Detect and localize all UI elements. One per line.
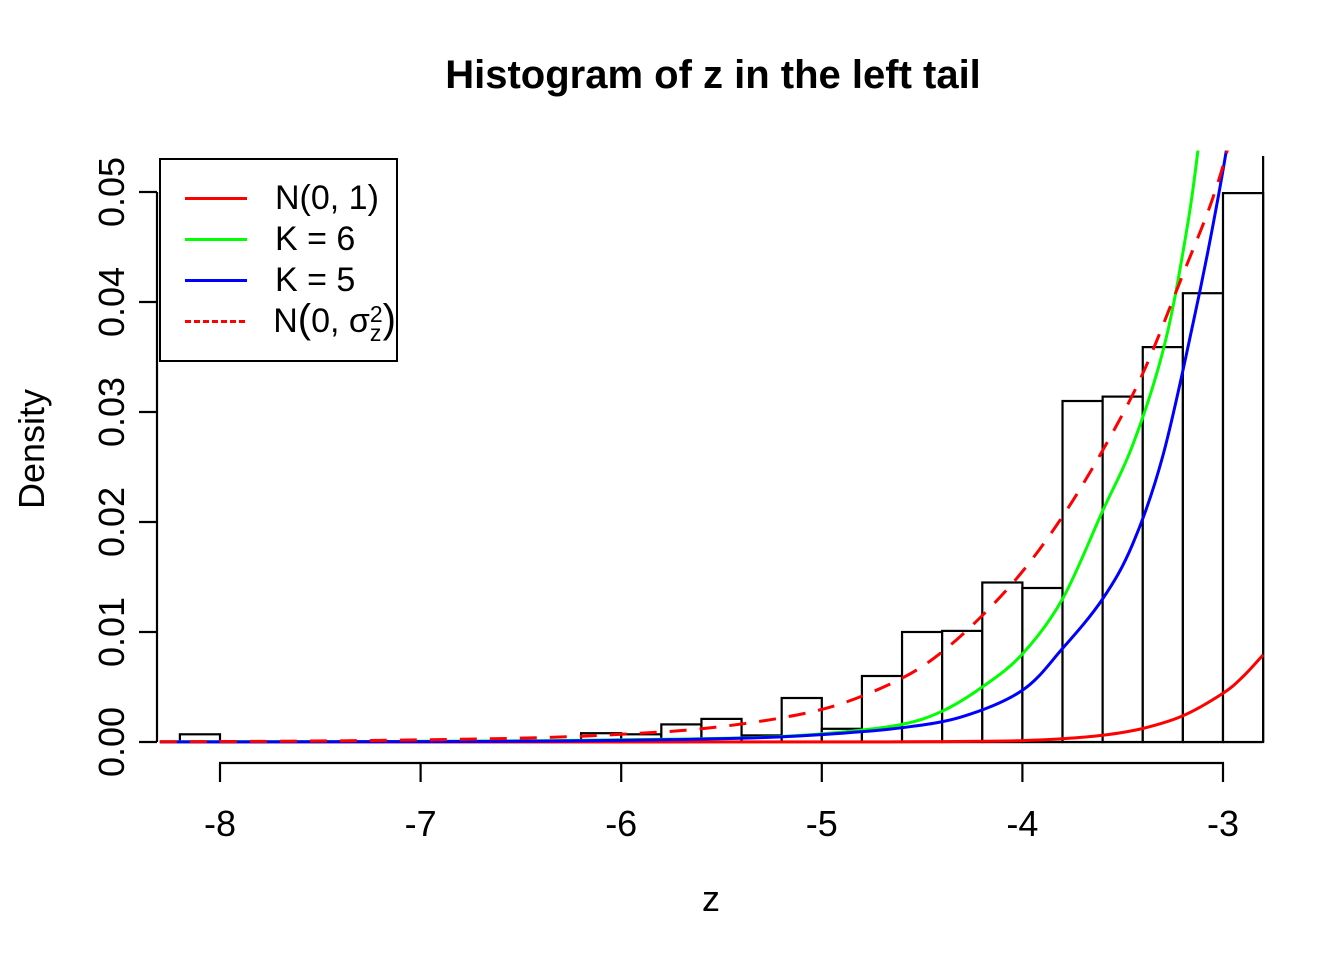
histogram-bar xyxy=(981,581,1024,744)
histogram-bar xyxy=(1141,346,1184,744)
histogram-bar xyxy=(1061,399,1104,744)
axes-layer: 0.00 0.01 0.02 0.03 0.04 0.05 -8 -7 -6 -5 -4 -3 xyxy=(91,157,1239,844)
y-tick-label: 0.04 xyxy=(91,267,132,337)
curve-n-0-z- xyxy=(159,150,1229,744)
legend-item-k5: K = 5 xyxy=(161,260,396,301)
legend: N(0, 1) K = 6 K = 5 N(0, σ 2 z) xyxy=(159,158,398,362)
curve-k-5 xyxy=(159,150,1228,744)
legend-line-green-solid xyxy=(185,238,247,241)
legend-line-red-dashed xyxy=(185,320,246,323)
y-tick-label: 0.05 xyxy=(91,157,132,227)
x-tick-label: -3 xyxy=(1207,803,1239,844)
legend-label: K = 6 xyxy=(275,220,356,258)
legend-label: K = 5 xyxy=(275,261,356,299)
sigma-close-paren: ) xyxy=(382,297,396,341)
x-tick-label: -5 xyxy=(806,803,838,844)
sigma-superscript: 2 xyxy=(369,300,383,327)
x-tick-label: -4 xyxy=(1006,803,1038,844)
y-tick-label: 0.03 xyxy=(91,377,132,447)
histogram-bar xyxy=(941,629,984,744)
sigma-subscript: z xyxy=(369,319,382,346)
histogram-bar xyxy=(1181,292,1225,744)
histogram-bar xyxy=(1101,395,1144,744)
y-axis-title: Density xyxy=(11,389,52,509)
y-tick-label: 0.01 xyxy=(91,597,132,667)
legend-label-sigma: N(0, σ 2 z) xyxy=(273,297,396,346)
legend-item-sigma: N(0, σ 2 z) xyxy=(161,297,396,346)
sigma-open-paren: ( xyxy=(297,297,312,341)
x-tick-label: -6 xyxy=(605,803,637,844)
x-tick-label: -7 xyxy=(405,803,437,844)
y-tick-label: 0.02 xyxy=(91,487,132,557)
legend-label: N(0, 1) xyxy=(275,179,379,217)
legend-item-k6: K = 6 xyxy=(161,219,396,260)
density-curves xyxy=(159,150,1264,744)
x-tick-label: -8 xyxy=(204,803,236,844)
y-tick-label: 0.00 xyxy=(91,707,132,777)
sigma-arg: 0, σ xyxy=(311,302,370,340)
legend-line-red-solid xyxy=(185,197,247,200)
x-axis-title: z xyxy=(702,878,720,919)
chart-title: Histogram of z in the left tail xyxy=(445,53,981,97)
sigma-prefix: N xyxy=(273,302,298,340)
legend-item-n01: N(0, 1) xyxy=(161,178,396,219)
legend-line-blue-solid xyxy=(185,279,247,282)
